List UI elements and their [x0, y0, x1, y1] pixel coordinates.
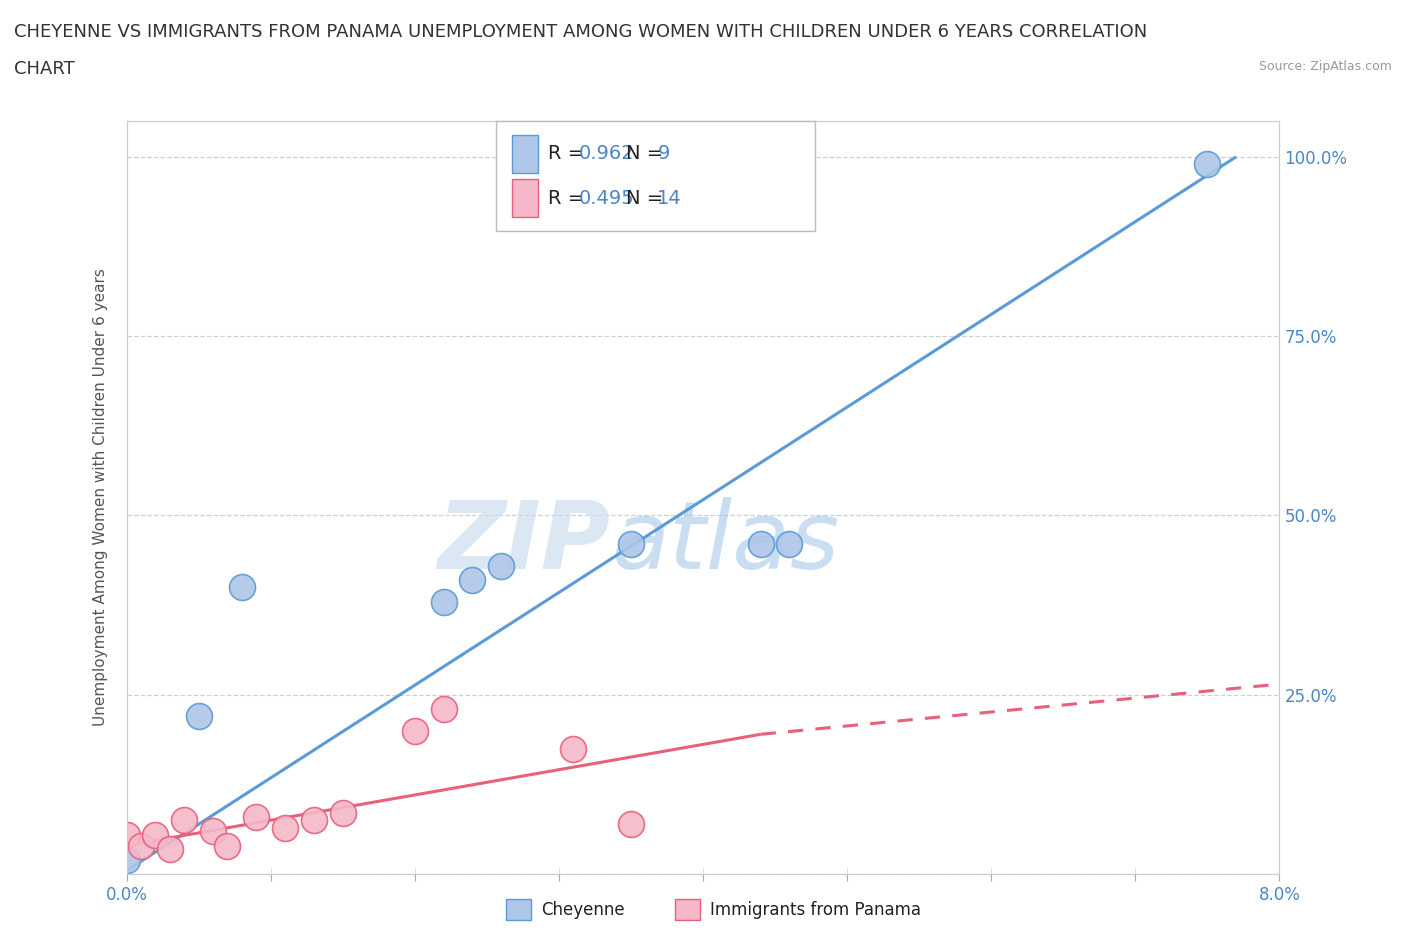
Y-axis label: Unemployment Among Women with Children Under 6 years: Unemployment Among Women with Children U… — [93, 269, 108, 726]
Text: atlas: atlas — [610, 498, 839, 589]
Point — [187, 709, 209, 724]
Text: 0.495: 0.495 — [579, 189, 634, 207]
Point — [779, 537, 801, 551]
Text: 9: 9 — [658, 144, 669, 164]
Text: Source: ZipAtlas.com: Source: ZipAtlas.com — [1258, 60, 1392, 73]
Text: Cheyenne: Cheyenne — [541, 900, 624, 919]
Point — [461, 573, 484, 588]
Point — [173, 813, 195, 828]
Point — [129, 838, 152, 853]
Text: 14: 14 — [658, 189, 682, 207]
Point — [404, 724, 426, 738]
Text: 0.962: 0.962 — [579, 144, 634, 164]
Point — [620, 537, 643, 551]
Point — [274, 820, 297, 835]
Point — [332, 805, 354, 820]
Point — [159, 842, 181, 857]
Text: R =: R = — [548, 189, 591, 207]
Point — [433, 594, 456, 609]
Point — [115, 828, 138, 843]
Point — [620, 817, 643, 831]
Text: ZIP: ZIP — [437, 497, 610, 589]
Text: N =: N = — [627, 189, 669, 207]
Text: CHART: CHART — [14, 60, 75, 78]
Point — [115, 853, 138, 868]
Point — [489, 558, 512, 573]
Point — [245, 809, 267, 824]
Point — [202, 824, 225, 839]
Point — [433, 702, 456, 717]
Point — [302, 813, 325, 828]
Text: N =: N = — [627, 144, 669, 164]
Point — [562, 741, 585, 756]
Text: Immigrants from Panama: Immigrants from Panama — [710, 900, 921, 919]
Point — [231, 579, 253, 594]
Text: R =: R = — [548, 144, 591, 164]
Point — [217, 838, 239, 853]
Point — [749, 537, 772, 551]
Text: CHEYENNE VS IMMIGRANTS FROM PANAMA UNEMPLOYMENT AMONG WOMEN WITH CHILDREN UNDER : CHEYENNE VS IMMIGRANTS FROM PANAMA UNEMP… — [14, 23, 1147, 41]
Point — [145, 828, 166, 843]
Point — [1197, 156, 1219, 171]
